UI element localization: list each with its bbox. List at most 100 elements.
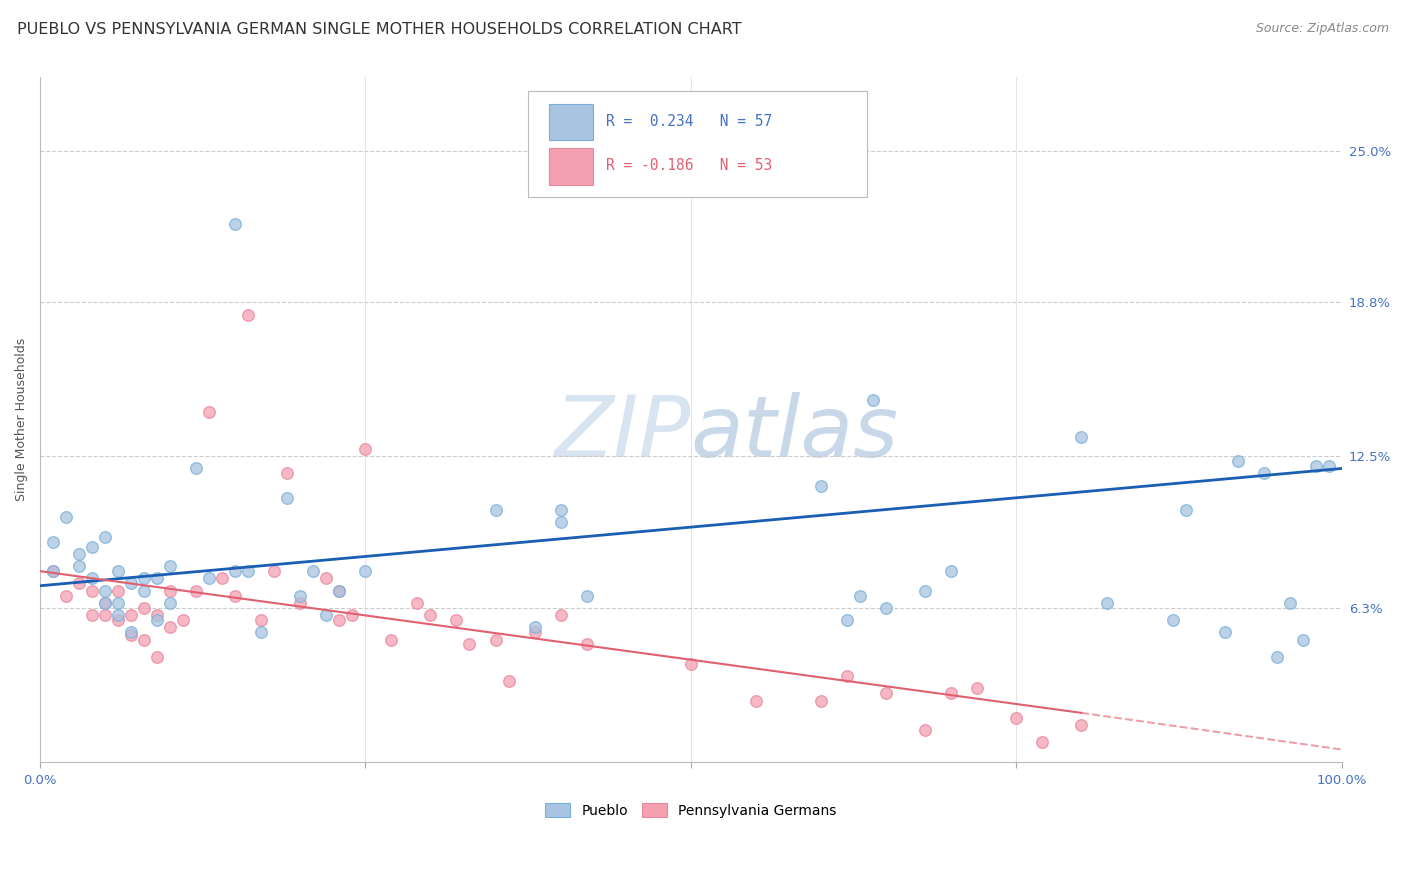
Point bbox=[236, 308, 259, 322]
Point bbox=[380, 632, 402, 647]
Point bbox=[1278, 596, 1301, 610]
Point bbox=[914, 583, 936, 598]
Text: R =  0.234   N = 57: R = 0.234 N = 57 bbox=[606, 114, 772, 128]
Point bbox=[328, 583, 350, 598]
Text: atlas: atlas bbox=[690, 392, 898, 475]
Point bbox=[42, 534, 65, 549]
Point bbox=[290, 589, 312, 603]
Point bbox=[342, 608, 364, 623]
Point bbox=[1097, 596, 1119, 610]
Point bbox=[328, 583, 350, 598]
FancyBboxPatch shape bbox=[548, 103, 593, 140]
Point bbox=[523, 620, 546, 634]
Point bbox=[1292, 632, 1315, 647]
Point bbox=[224, 564, 246, 578]
Point bbox=[94, 608, 117, 623]
Point bbox=[80, 608, 103, 623]
Y-axis label: Single Mother Households: Single Mother Households bbox=[15, 338, 28, 501]
Point bbox=[184, 583, 207, 598]
Point bbox=[80, 571, 103, 585]
Point bbox=[1161, 613, 1184, 627]
Point bbox=[107, 608, 129, 623]
Point bbox=[276, 491, 298, 505]
Point bbox=[679, 657, 702, 671]
Point bbox=[575, 637, 598, 651]
Point bbox=[575, 589, 598, 603]
Point bbox=[146, 649, 169, 664]
Point bbox=[146, 608, 169, 623]
Point bbox=[354, 564, 377, 578]
Point bbox=[211, 571, 233, 585]
Point bbox=[523, 625, 546, 640]
Point bbox=[835, 669, 858, 683]
Point bbox=[67, 576, 90, 591]
Point bbox=[146, 571, 169, 585]
Point bbox=[810, 478, 832, 492]
Point bbox=[224, 589, 246, 603]
Point bbox=[159, 583, 181, 598]
Point bbox=[354, 442, 377, 456]
Point bbox=[1031, 735, 1053, 749]
Point bbox=[107, 564, 129, 578]
Point bbox=[966, 681, 988, 696]
Point bbox=[446, 613, 468, 627]
Point bbox=[406, 596, 429, 610]
Point bbox=[55, 589, 77, 603]
FancyBboxPatch shape bbox=[548, 148, 593, 185]
Point bbox=[94, 583, 117, 598]
Point bbox=[120, 625, 142, 640]
Point bbox=[250, 613, 273, 627]
Point bbox=[315, 608, 337, 623]
Point bbox=[290, 596, 312, 610]
Point bbox=[94, 596, 117, 610]
Point bbox=[184, 461, 207, 475]
Point bbox=[498, 674, 520, 689]
Point bbox=[159, 620, 181, 634]
Point bbox=[941, 686, 963, 700]
Point bbox=[198, 405, 221, 419]
Point bbox=[67, 547, 90, 561]
Point bbox=[55, 510, 77, 524]
Point bbox=[550, 608, 572, 623]
Point bbox=[1317, 458, 1340, 473]
Point bbox=[120, 627, 142, 641]
Point bbox=[745, 693, 768, 707]
Point bbox=[146, 613, 169, 627]
Point bbox=[862, 392, 884, 407]
Point bbox=[550, 515, 572, 529]
Point bbox=[224, 217, 246, 231]
Point bbox=[198, 571, 221, 585]
Point bbox=[67, 559, 90, 574]
Point bbox=[1174, 503, 1197, 517]
Point bbox=[914, 723, 936, 737]
Point bbox=[302, 564, 325, 578]
Point bbox=[263, 564, 285, 578]
Point bbox=[172, 613, 194, 627]
Point bbox=[1253, 467, 1275, 481]
Point bbox=[484, 632, 506, 647]
Point bbox=[132, 583, 155, 598]
Point bbox=[328, 613, 350, 627]
Point bbox=[1226, 454, 1249, 468]
Point bbox=[120, 576, 142, 591]
Point bbox=[550, 503, 572, 517]
Point bbox=[835, 613, 858, 627]
Text: ZIP: ZIP bbox=[554, 392, 690, 475]
Point bbox=[132, 600, 155, 615]
Point bbox=[875, 600, 897, 615]
Point bbox=[1305, 458, 1327, 473]
Point bbox=[276, 467, 298, 481]
Point bbox=[1070, 430, 1092, 444]
Point bbox=[80, 540, 103, 554]
Point bbox=[159, 596, 181, 610]
Point bbox=[484, 503, 506, 517]
Point bbox=[1265, 649, 1288, 664]
Text: Source: ZipAtlas.com: Source: ZipAtlas.com bbox=[1256, 22, 1389, 36]
Point bbox=[94, 530, 117, 544]
Point bbox=[1070, 718, 1092, 732]
Point bbox=[236, 564, 259, 578]
Point bbox=[458, 637, 481, 651]
Point bbox=[941, 564, 963, 578]
Point bbox=[42, 564, 65, 578]
Point bbox=[875, 686, 897, 700]
